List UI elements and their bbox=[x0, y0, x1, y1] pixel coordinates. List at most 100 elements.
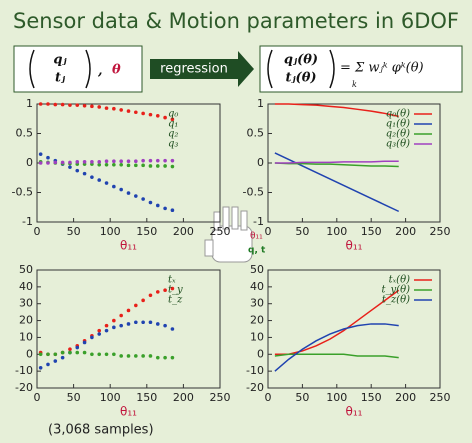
data-line bbox=[274, 103, 399, 118]
x-tick-label: 100 bbox=[326, 391, 347, 404]
data-point bbox=[46, 102, 50, 106]
data-point bbox=[126, 109, 131, 113]
data-point bbox=[104, 323, 109, 328]
y-tick-label: 40 bbox=[250, 280, 264, 293]
y-tick-label: 10 bbox=[19, 330, 33, 343]
data-point bbox=[155, 203, 160, 208]
parens bbox=[29, 49, 91, 89]
x-tick-label: 200 bbox=[173, 391, 194, 404]
data-point bbox=[112, 184, 116, 189]
data-point bbox=[97, 162, 102, 167]
x-axis-label: θ₁₁ bbox=[120, 239, 137, 253]
legend-label: q₃(θ) bbox=[386, 139, 410, 150]
legend-label: q₀ bbox=[168, 109, 178, 120]
legend-label: q₂ bbox=[168, 129, 178, 140]
x-tick-label: 250 bbox=[430, 391, 451, 404]
data-point bbox=[97, 160, 102, 164]
formula-q: qⱼ bbox=[53, 53, 67, 68]
data-point bbox=[141, 197, 145, 201]
data-point bbox=[134, 320, 138, 325]
data-point bbox=[119, 323, 123, 328]
data-point bbox=[155, 164, 160, 168]
data-point bbox=[148, 112, 153, 117]
data-point bbox=[38, 161, 43, 165]
data-point bbox=[163, 158, 167, 163]
data-point bbox=[163, 115, 167, 120]
data-point bbox=[148, 293, 153, 298]
x-tick-label: 0 bbox=[265, 225, 272, 238]
x-tick-label: 50 bbox=[67, 225, 81, 238]
data-point bbox=[112, 352, 116, 357]
data-point bbox=[134, 159, 138, 164]
data-point bbox=[75, 168, 80, 173]
data-point bbox=[90, 352, 94, 357]
x-tick-label: 200 bbox=[173, 225, 194, 238]
formula-q-theta: qⱼ(θ) bbox=[284, 53, 318, 68]
data-point bbox=[68, 103, 72, 107]
data-point bbox=[170, 164, 175, 169]
data-point bbox=[75, 345, 80, 350]
x-tick-label: 200 bbox=[395, 225, 416, 238]
legend-label: t_y(θ) bbox=[382, 285, 411, 296]
x-tick-label: 50 bbox=[295, 391, 309, 404]
hand-pose-label: q, t bbox=[248, 246, 266, 256]
data-point bbox=[68, 165, 72, 169]
data-point bbox=[163, 164, 167, 168]
y-tick-label: 20 bbox=[19, 314, 33, 327]
data-point bbox=[97, 178, 102, 182]
data-point bbox=[90, 160, 94, 164]
regression-arrow bbox=[150, 51, 254, 87]
data-point bbox=[170, 355, 175, 360]
data-point bbox=[68, 160, 72, 165]
y-tick-label: 0 bbox=[26, 156, 33, 169]
data-point bbox=[75, 160, 80, 164]
y-tick-label: 30 bbox=[250, 297, 264, 310]
data-point bbox=[104, 181, 109, 185]
data-point bbox=[97, 105, 102, 109]
data-point bbox=[119, 354, 123, 358]
data-point bbox=[170, 327, 175, 331]
data-point bbox=[38, 152, 43, 156]
data-point bbox=[134, 163, 138, 168]
data-point bbox=[148, 200, 153, 205]
data-point bbox=[60, 160, 65, 165]
data-point bbox=[75, 350, 80, 355]
data-point bbox=[82, 350, 87, 355]
data-point bbox=[141, 298, 145, 303]
x-tick-label: 250 bbox=[210, 225, 231, 238]
formula-sum-index: k bbox=[352, 80, 357, 89]
x-tick-label: 150 bbox=[136, 225, 157, 238]
data-point bbox=[126, 308, 131, 313]
data-point bbox=[68, 347, 72, 352]
legend-label: tₓ bbox=[168, 275, 176, 286]
data-point bbox=[60, 355, 65, 360]
data-point bbox=[141, 158, 145, 163]
parens bbox=[267, 49, 335, 89]
x-tick-label: 100 bbox=[100, 225, 121, 238]
legend-label: q₁ bbox=[168, 119, 178, 130]
data-point bbox=[53, 160, 58, 165]
data-point bbox=[126, 354, 131, 358]
arrow-label: regression bbox=[160, 62, 228, 77]
x-tick-label: 200 bbox=[395, 391, 416, 404]
data-point bbox=[163, 288, 167, 293]
data-point bbox=[90, 175, 94, 179]
data-point bbox=[38, 352, 43, 357]
data-point bbox=[90, 335, 94, 340]
x-tick-label: 250 bbox=[210, 391, 231, 404]
data-point bbox=[163, 206, 167, 211]
data-point bbox=[163, 323, 167, 328]
x-tick-label: 250 bbox=[430, 225, 451, 238]
y-tick-label: 0 bbox=[257, 347, 264, 360]
data-point bbox=[97, 352, 102, 357]
data-point bbox=[46, 362, 50, 367]
data-point bbox=[141, 111, 145, 116]
x-tick-label: 150 bbox=[136, 391, 157, 404]
data-point bbox=[104, 328, 109, 333]
data-point bbox=[126, 322, 131, 326]
data-point bbox=[170, 208, 175, 212]
y-tick-label: -1 bbox=[253, 215, 264, 228]
data-point bbox=[82, 103, 87, 108]
data-point bbox=[38, 365, 43, 370]
x-tick-label: 100 bbox=[326, 225, 347, 238]
